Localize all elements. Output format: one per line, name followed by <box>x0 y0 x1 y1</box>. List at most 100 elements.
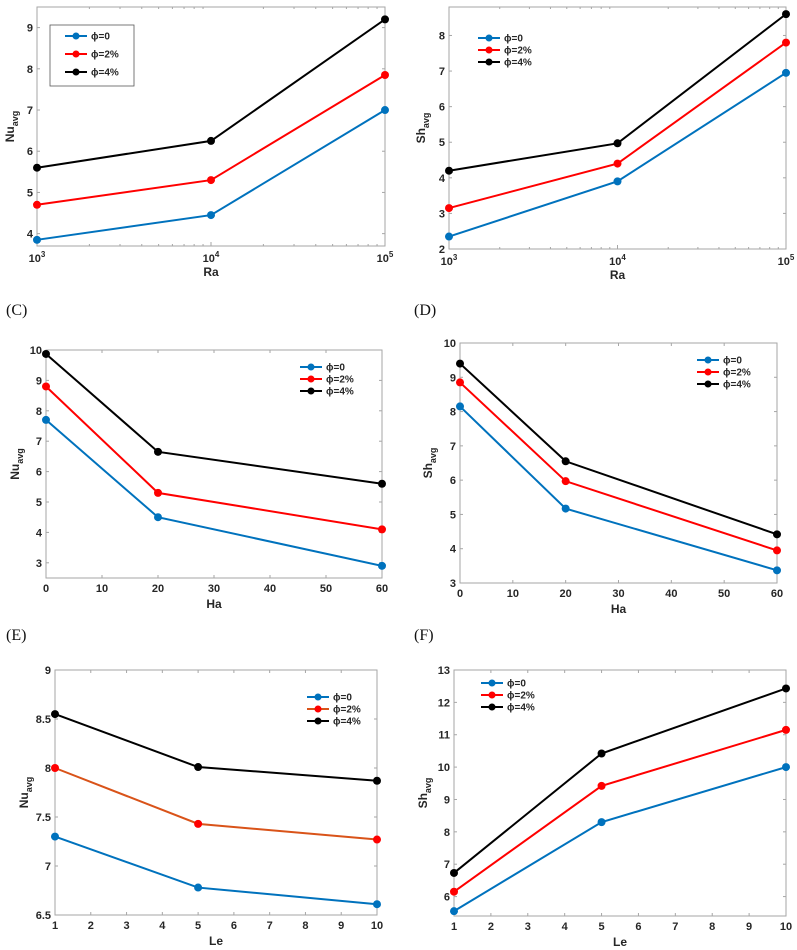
x-tick-label: 20 <box>560 588 572 600</box>
chart-panel-c: 3 4 5 6 7 8 9 10 0 10 20 30 40 50 60 Ha Nuavg ϕ=0ϕ=2%ϕ=4% <box>8 345 388 611</box>
x-tick-label: 10 <box>96 583 108 595</box>
plot-frame <box>453 669 787 917</box>
x-axis-label: Le <box>613 935 627 949</box>
data-point <box>561 457 570 466</box>
x-tick-exp: 5 <box>790 253 795 262</box>
legend-entry: ϕ=2% <box>326 375 354 386</box>
x-tick-base: 10 <box>203 253 215 265</box>
data-point <box>194 763 203 772</box>
data-point <box>378 525 386 534</box>
y-tick-label: 6 <box>36 467 42 479</box>
data-point <box>381 70 389 79</box>
x-axis-label: Ra <box>203 265 219 279</box>
panel-label-c: (C) <box>6 302 28 319</box>
y-tick-label: 8 <box>444 827 450 839</box>
y-axis-label-main: Nu <box>3 126 17 142</box>
y-tick-label: 6 <box>450 475 456 487</box>
y-tick-label: 8 <box>45 763 51 775</box>
series-line-0 <box>453 766 787 913</box>
x-tick-base: 10 <box>778 256 790 268</box>
x-tick-label: 10 <box>507 588 519 600</box>
chart-panel-d: 3 4 5 6 7 8 9 10 0 10 20 30 40 50 60 Ha Shavg ϕ=0ϕ=2%ϕ=4% <box>421 338 783 616</box>
x-tick-label: 105 <box>377 250 394 265</box>
data-point <box>42 349 50 358</box>
legend-marker <box>704 380 712 388</box>
x-tick-label: 10 <box>780 921 792 933</box>
data-point <box>456 359 464 368</box>
x-tick-label: 1 <box>52 920 58 932</box>
y-axis-label-main: Sh <box>414 128 428 143</box>
y-tick-label: 3 <box>36 558 42 570</box>
legend-entry: ϕ=2% <box>507 691 535 702</box>
x-tick-label: 6 <box>231 920 237 932</box>
y-axis-label-sub: avg <box>15 448 25 464</box>
x-tick-label: 60 <box>376 583 388 595</box>
legend-entry: ϕ=0 <box>326 363 345 374</box>
data-point <box>613 177 622 186</box>
chart-panel-e: 6.5 7 7.5 8 8.5 9 1 2 3 4 5 6 7 8 9 10 Le Nuavg ϕ=0ϕ=2%ϕ=4… <box>17 665 383 948</box>
legend-marker <box>485 34 493 42</box>
legend-entry: ϕ=4% <box>507 703 535 714</box>
x-tick-label: 7 <box>267 920 273 932</box>
data-point <box>773 530 781 539</box>
x-tick-label: 10 <box>371 920 383 932</box>
data-point <box>373 776 381 785</box>
x-tick-label: 50 <box>718 588 730 600</box>
data-point <box>613 139 622 148</box>
series-line-0 <box>36 109 386 241</box>
data-point <box>378 479 386 488</box>
y-axis-label: Nuavg <box>17 777 34 809</box>
legend-marker <box>488 679 496 687</box>
data-point <box>782 38 790 47</box>
x-tick-label: 30 <box>208 583 220 595</box>
series-line-1 <box>45 385 383 531</box>
data-point <box>597 781 606 790</box>
x-tick-label: 4 <box>159 920 166 932</box>
y-tick-label: 8 <box>27 64 33 76</box>
y-tick-label: 9 <box>45 665 51 677</box>
y-axis-label-sub: avg <box>421 113 431 129</box>
legend-box <box>49 24 135 87</box>
data-point <box>782 763 790 772</box>
y-tick-label: 13 <box>438 665 450 677</box>
data-point <box>782 68 790 77</box>
y-axis-label-main: Nu <box>8 464 22 480</box>
data-point <box>445 232 453 241</box>
data-point <box>445 204 453 213</box>
legend-marker <box>488 691 496 699</box>
y-axis-label-sub: avg <box>428 448 438 464</box>
legend-entry: ϕ=0 <box>723 356 742 367</box>
data-point <box>33 163 41 172</box>
data-point <box>42 382 50 391</box>
data-point <box>154 447 162 456</box>
x-tick-label: 104 <box>203 250 220 265</box>
x-tick-exp: 4 <box>215 250 220 259</box>
y-tick-label: 9 <box>27 23 33 35</box>
data-point <box>613 159 622 168</box>
data-point <box>207 136 215 145</box>
y-tick-label: 7 <box>45 861 51 873</box>
plot-frame <box>448 6 787 250</box>
x-tick-base: 10 <box>609 256 621 268</box>
data-point <box>561 477 570 486</box>
legend-marker <box>72 68 80 76</box>
x-tick-label: 103 <box>29 250 46 265</box>
x-tick-label: 7 <box>672 921 678 933</box>
y-tick-label: 5 <box>27 187 33 199</box>
y-axis-label: Nuavg <box>3 111 20 143</box>
y-tick-label: 11 <box>438 730 450 742</box>
legend-marker <box>485 58 493 66</box>
legend-marker <box>314 705 322 713</box>
x-tick-base: 10 <box>441 256 453 268</box>
x-axis-label: Ha <box>611 602 627 616</box>
y-tick-label: 8 <box>439 30 445 42</box>
y-tick-label: 7 <box>439 66 445 78</box>
x-tick-label: 40 <box>665 588 677 600</box>
data-point <box>450 868 458 877</box>
series-line-0 <box>448 71 787 238</box>
data-point <box>194 819 203 828</box>
x-axis-label: Ra <box>610 268 626 282</box>
x-tick-label: 105 <box>778 253 795 268</box>
